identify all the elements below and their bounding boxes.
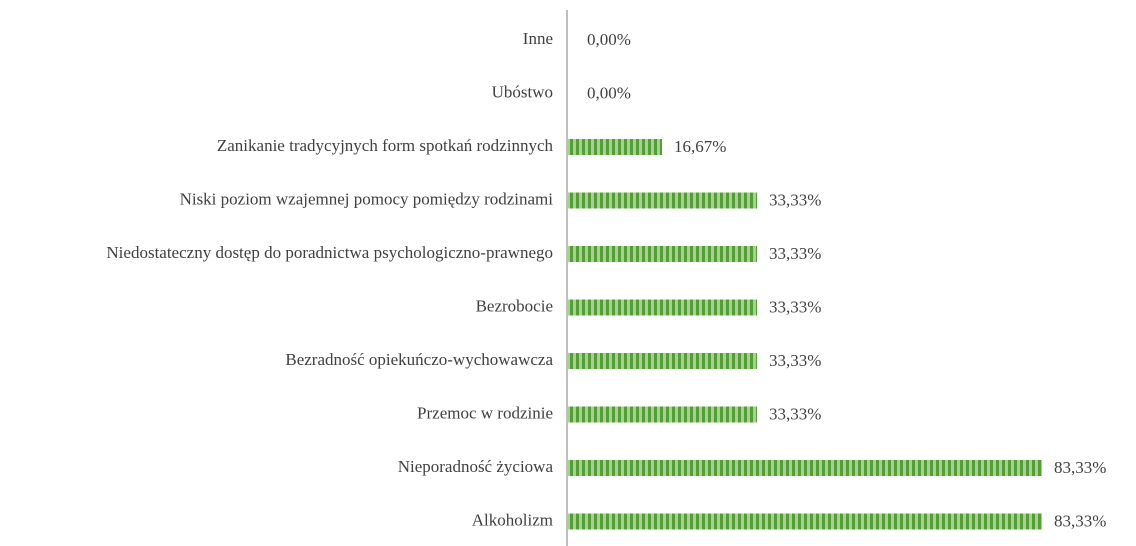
category-label: Zanikanie tradycyjnych form spotkań rodz… — [217, 136, 554, 155]
category-label: Przemoc w rodzinie — [417, 403, 553, 422]
value-label: 33,33% — [769, 297, 821, 316]
category-label: Bezrobocie — [476, 296, 553, 315]
value-label: 0,00% — [587, 30, 631, 49]
category-label: Ubóstwo — [492, 82, 553, 101]
bar — [567, 460, 1042, 476]
category-label: Bezradność opiekuńczo-wychowawcza — [285, 350, 553, 369]
value-label: 33,33% — [769, 244, 821, 263]
value-label: 83,33% — [1054, 458, 1106, 477]
category-label: Inne — [523, 29, 553, 48]
category-label: Nieporadność życiowa — [398, 457, 554, 476]
value-label: 33,33% — [769, 351, 821, 370]
bar — [567, 406, 757, 423]
bar — [567, 139, 663, 155]
value-label: 33,33% — [769, 404, 821, 423]
bar — [567, 513, 1042, 530]
category-label: Niski poziom wzajemnej pomocy pomiędzy r… — [180, 189, 554, 208]
category-label: Alkoholizm — [472, 510, 553, 529]
bar — [567, 192, 757, 209]
value-label: 83,33% — [1054, 511, 1106, 530]
value-label: 0,00% — [587, 83, 631, 102]
bar — [567, 353, 757, 369]
value-label: 16,67% — [674, 137, 726, 156]
value-label: 33,33% — [769, 190, 821, 209]
category-label: Niedostateczny dostęp do poradnictwa psy… — [106, 243, 553, 262]
bar — [567, 299, 757, 316]
bar — [567, 246, 757, 262]
